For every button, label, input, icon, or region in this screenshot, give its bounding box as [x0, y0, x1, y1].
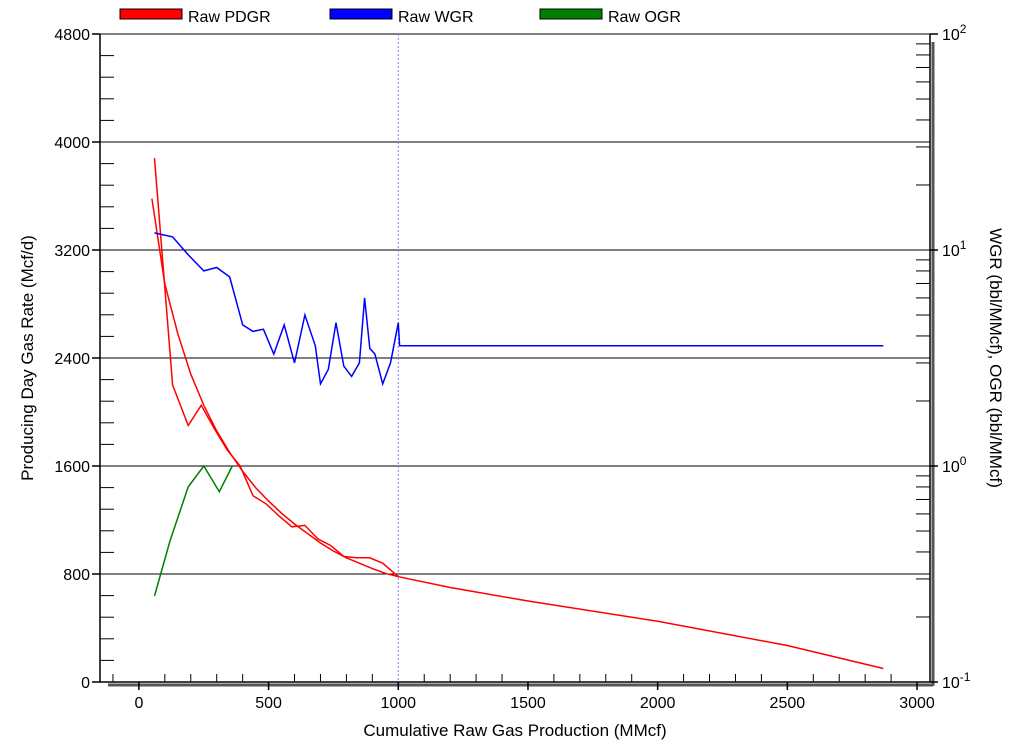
y-tick-label-5: 4000: [54, 135, 90, 152]
legend: Raw PDGR Raw WGR Raw OGR: [119, 8, 681, 26]
x-tick-label-2: 1000: [380, 695, 416, 712]
y2-tick-label-3: 102: [942, 22, 967, 44]
legend-item-raw-wgr: Raw WGR: [329, 8, 474, 26]
x-tick-label-6: 3000: [899, 695, 935, 712]
legend-item-raw-ogr: Raw OGR: [539, 8, 681, 26]
axes: 0 800 1600 2400 3200 4000 4800 0 500 1000 1500 2000…: [54, 22, 970, 712]
legend-item-raw-pdgr: Raw PDGR: [119, 8, 271, 26]
x-tick-label-0: 0: [134, 695, 143, 712]
y2-tick-label-1: 100: [942, 454, 967, 476]
legend-label-raw-pdgr: Raw PDGR: [188, 9, 271, 26]
x-tick-label-1: 500: [255, 695, 282, 712]
y2-axis-title: WGR (bbl/MMcf), OGR (bbl/MMcf): [986, 228, 1005, 488]
y-axis-title: Producing Day Gas Rate (Mcf/d): [18, 235, 37, 481]
series-line-raw-wgr-2: [154, 232, 884, 387]
y2-tick-label-0: 10-1: [942, 670, 971, 692]
series-layer: [151, 158, 884, 670]
x-axis-title: Cumulative Raw Gas Production (MMcf): [363, 721, 666, 740]
y-tick-label-4: 3200: [54, 243, 90, 260]
legend-label-raw-ogr: Raw OGR: [608, 9, 681, 26]
gridlines: [100, 33, 930, 575]
y-tick-label-6: 4800: [54, 27, 90, 44]
legend-label-raw-wgr: Raw WGR: [398, 9, 474, 26]
y-tick-label-1: 800: [63, 567, 90, 584]
series-line-raw-ogr-3: [153, 464, 233, 597]
x-tick-label-4: 2000: [640, 695, 676, 712]
y-tick-label-0: 0: [81, 675, 90, 692]
x-tick-label-5: 2500: [770, 695, 806, 712]
y2-tick-label-2: 101: [942, 238, 967, 260]
series-line-raw-pdgr-1: [151, 198, 884, 670]
series-line-raw-pdgr-0: [153, 158, 399, 578]
x-tick-label-3: 1500: [510, 695, 546, 712]
y-tick-label-2: 1600: [54, 459, 90, 476]
y-tick-label-3: 2400: [54, 351, 90, 368]
